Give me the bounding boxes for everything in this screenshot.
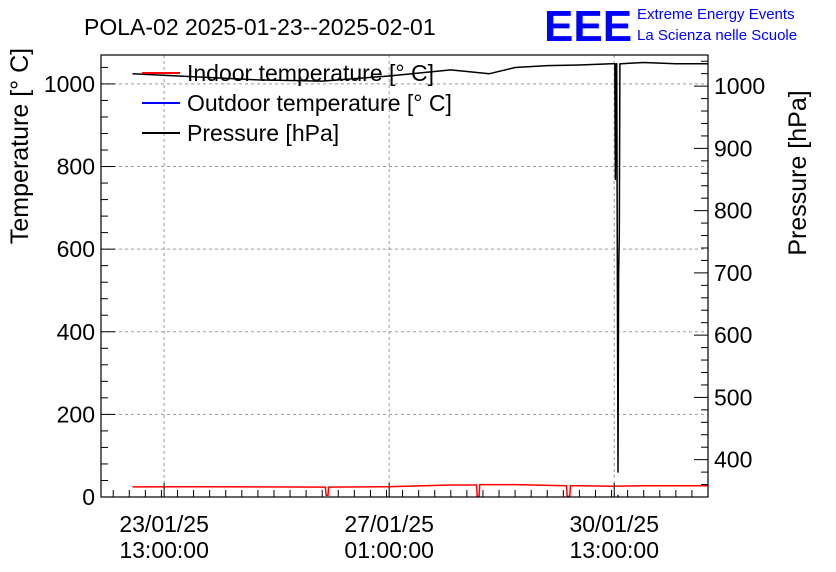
- chart-title: POLA-02 2025-01-23--2025-02-01: [84, 14, 436, 40]
- x-tick-label-time: 13:00:00: [119, 537, 209, 563]
- eee-logo-line2: La Scienza nelle Scuole: [637, 27, 797, 44]
- eee-logo: EEE Extreme Energy Events La Scienza nel…: [544, 2, 797, 51]
- y-tick-label: 600: [57, 236, 95, 262]
- y2-tick-label: 600: [714, 322, 752, 348]
- y2-tick-label: 800: [714, 198, 752, 224]
- eee-logo-line1: Extreme Energy Events: [637, 6, 795, 23]
- y-tick-label: 1000: [44, 71, 95, 97]
- x-tick-label-time: 13:00:00: [569, 537, 659, 563]
- y2-tick-label: 1000: [714, 73, 765, 99]
- grid: [101, 55, 708, 497]
- legend-label: Outdoor temperature [° C]: [187, 90, 452, 116]
- x-tick-label-date: 23/01/25: [119, 511, 209, 537]
- legend: Indoor temperature [° C] Outdoor temperat…: [142, 60, 452, 146]
- y-tick-label: 0: [82, 484, 95, 510]
- legend-label: Indoor temperature [° C]: [187, 60, 434, 86]
- x-tick-label-date: 27/01/25: [344, 511, 434, 537]
- plot-frame: [100, 54, 709, 498]
- y-tick-label: 200: [57, 401, 95, 427]
- legend-label: Pressure [hPa]: [187, 120, 339, 146]
- axes: 0 200 400 600 800 1000 400 500 600 700 800 900 1000 2…: [44, 60, 765, 563]
- y2-tick-label: 400: [714, 447, 752, 473]
- y2-tick-label: 900: [714, 135, 752, 161]
- x-tick-label-time: 01:00:00: [344, 537, 434, 563]
- y2-axis-label: Pressure [hPa]: [784, 90, 812, 255]
- y2-tick-label: 700: [714, 260, 752, 286]
- y-tick-label: 800: [57, 154, 95, 180]
- y-axis-label: Temperature [° C]: [6, 48, 34, 244]
- y2-tick-label: 500: [714, 384, 752, 410]
- series-line: [132, 61, 708, 473]
- eee-logo-mark: EEE: [544, 2, 632, 51]
- x-tick-label-date: 30/01/25: [569, 511, 659, 537]
- series-line: [132, 483, 708, 497]
- y-tick-label: 400: [57, 319, 95, 345]
